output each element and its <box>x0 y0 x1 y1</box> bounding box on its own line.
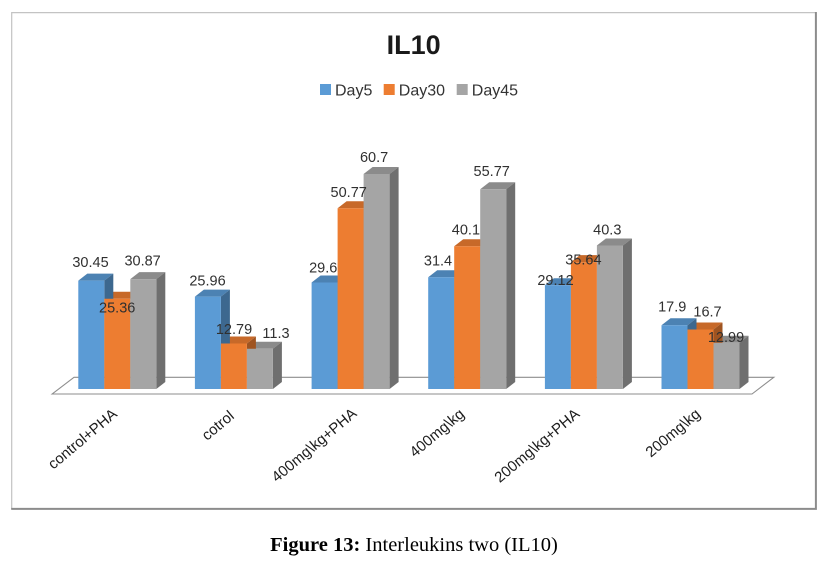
svg-text:cotrol: cotrol <box>199 408 238 445</box>
svg-text:25.96: 25.96 <box>189 274 225 290</box>
svg-text:400mg\kg+PHA: 400mg\kg+PHA <box>269 405 361 486</box>
svg-text:29.6: 29.6 <box>309 261 337 277</box>
svg-text:40.1: 40.1 <box>452 223 480 239</box>
svg-text:Day45: Day45 <box>472 82 518 99</box>
svg-text:Day30: Day30 <box>399 82 445 99</box>
svg-text:30.45: 30.45 <box>72 255 108 271</box>
svg-text:29.12: 29.12 <box>537 273 573 289</box>
svg-text:30.87: 30.87 <box>124 254 160 270</box>
svg-text:200mg\kg: 200mg\kg <box>642 406 703 461</box>
svg-text:40.3: 40.3 <box>593 223 621 239</box>
svg-text:400mg\kg: 400mg\kg <box>406 406 467 461</box>
svg-text:50.77: 50.77 <box>331 185 367 201</box>
svg-text:control+PHA: control+PHA <box>45 406 121 473</box>
svg-text:31.4: 31.4 <box>424 254 452 270</box>
svg-text:60.7: 60.7 <box>360 150 388 166</box>
svg-text:35.64: 35.64 <box>565 252 601 268</box>
svg-text:12.99: 12.99 <box>708 330 744 346</box>
svg-text:17.9: 17.9 <box>658 300 686 316</box>
svg-text:11.3: 11.3 <box>262 326 289 342</box>
svg-text:200mg\kg+PHA: 200mg\kg+PHA <box>491 406 583 487</box>
svg-text:IL10: IL10 <box>387 30 441 60</box>
svg-text:12.79: 12.79 <box>216 322 252 338</box>
svg-text:25.36: 25.36 <box>99 300 135 316</box>
svg-text:55.77: 55.77 <box>474 164 510 180</box>
svg-text:Day5: Day5 <box>335 82 372 99</box>
svg-text:16.7: 16.7 <box>693 304 721 320</box>
